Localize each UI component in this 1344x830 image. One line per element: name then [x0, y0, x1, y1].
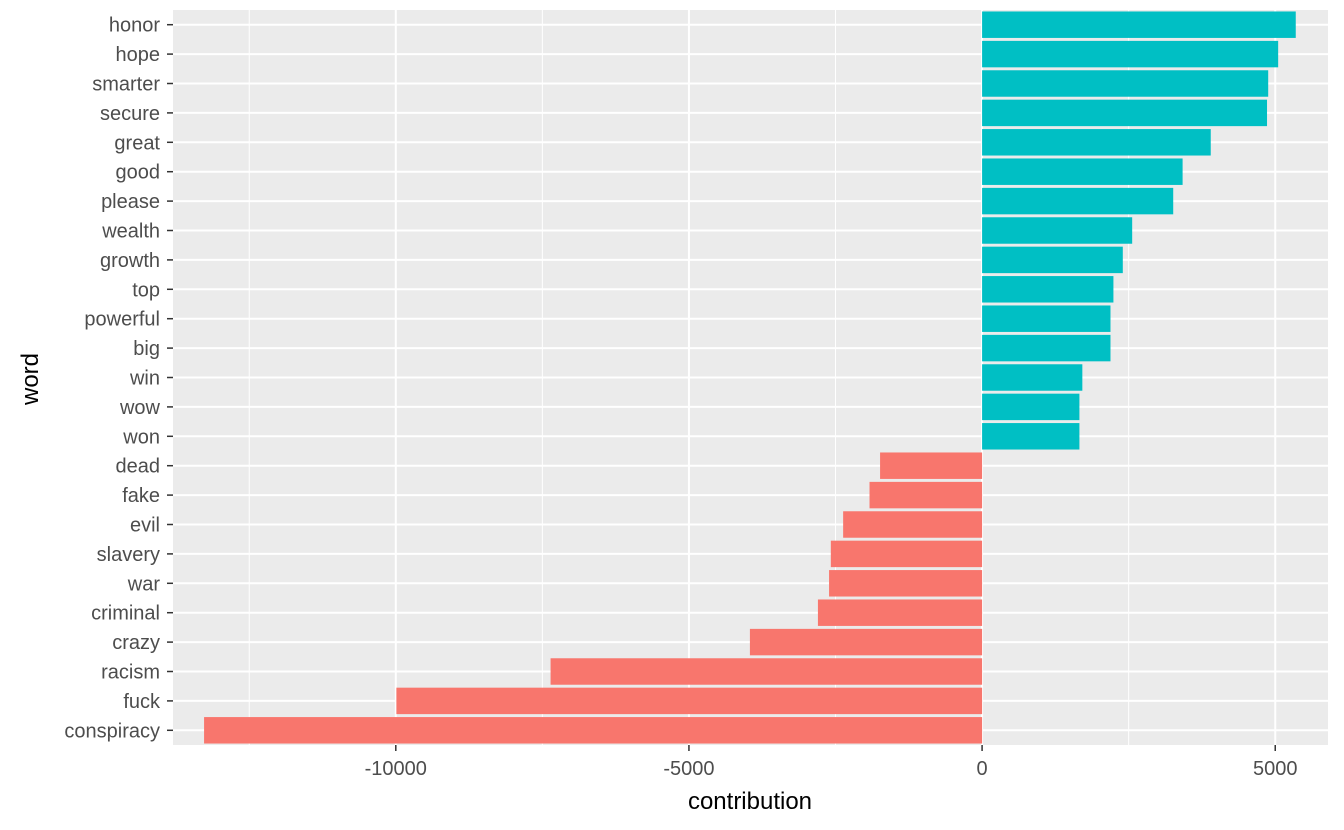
x-axis-title: contribution	[688, 788, 812, 815]
x-tick-label: -10000	[365, 758, 427, 780]
bar-racism	[550, 658, 983, 685]
y-tick-label: slavery	[97, 544, 160, 566]
bar-hope	[982, 40, 1279, 68]
y-tick-label: war	[127, 573, 161, 595]
y-tick-label: racism	[101, 662, 160, 684]
bar-great	[982, 129, 1211, 156]
bar-wealth	[982, 217, 1133, 244]
y-tick-label: hope	[116, 44, 161, 66]
bar-war	[829, 570, 983, 597]
bars	[204, 11, 1296, 744]
bar-top	[982, 276, 1114, 303]
y-tick-label: conspiracy	[64, 720, 160, 742]
y-tick-label: great	[114, 132, 160, 154]
y-axis: honor hope smarter secure great good please wea…	[64, 15, 173, 742]
y-tick-label: secure	[100, 103, 160, 125]
bar-fuck	[396, 687, 983, 715]
y-tick-label: smarter	[92, 74, 160, 96]
x-tick-label: 5000	[1253, 758, 1298, 780]
y-tick-label: good	[116, 162, 161, 184]
bar-powerful	[982, 305, 1111, 332]
y-tick-label: evil	[130, 515, 160, 537]
y-tick-label: top	[132, 279, 160, 301]
x-tick-label: 0	[977, 758, 988, 780]
y-tick-label: please	[101, 191, 160, 213]
bar-honor	[982, 11, 1296, 38]
bar-crazy	[749, 628, 983, 656]
y-tick-label: honor	[109, 15, 160, 37]
y-tick-label: big	[133, 338, 160, 360]
y-tick-label: dead	[116, 456, 161, 478]
bar-big	[982, 334, 1111, 362]
y-tick-label: fuck	[123, 691, 161, 713]
bar-conspiracy	[204, 717, 983, 744]
y-axis-title: word	[17, 353, 44, 406]
y-tick-label: won	[122, 426, 160, 448]
y-tick-label: criminal	[91, 603, 160, 625]
y-tick-label: fake	[122, 485, 160, 507]
bar-slavery	[830, 540, 983, 568]
y-tick-label: crazy	[112, 632, 160, 654]
y-tick-label: wow	[119, 397, 161, 419]
bar-growth	[982, 246, 1123, 274]
bar-secure	[982, 99, 1268, 127]
bar-please	[982, 187, 1174, 215]
bar-evil	[843, 511, 983, 538]
bar-won	[982, 423, 1080, 450]
x-tick-label: -5000	[663, 758, 714, 780]
x-axis: -10000 -5000 0 5000	[365, 745, 1298, 780]
bar-good	[982, 158, 1183, 185]
bar-win	[982, 364, 1083, 391]
y-tick-label: win	[129, 368, 160, 390]
y-tick-label: growth	[100, 250, 160, 272]
bar-criminal	[817, 599, 983, 626]
bar-smarter	[982, 70, 1269, 97]
bar-fake	[869, 481, 983, 509]
y-tick-label: wealth	[101, 221, 160, 243]
y-tick-label: powerful	[84, 309, 160, 331]
bar-dead	[880, 452, 983, 479]
bar-wow	[982, 393, 1080, 421]
